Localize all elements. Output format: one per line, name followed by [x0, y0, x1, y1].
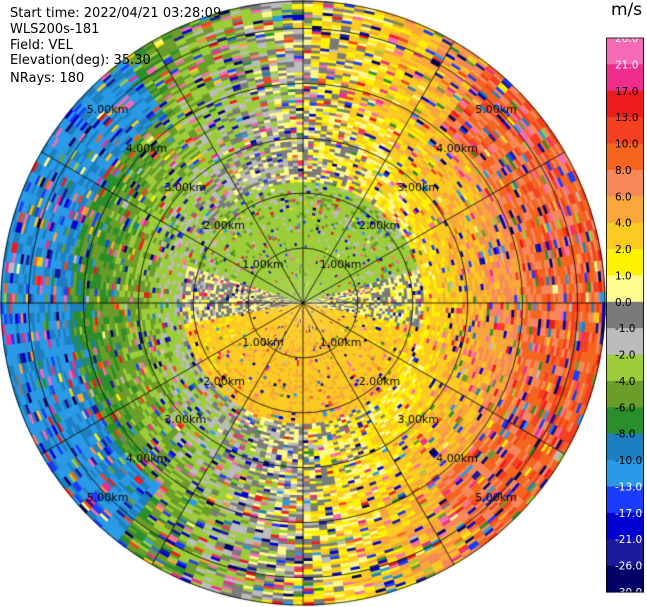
colorbar-bin	[606, 249, 644, 277]
colorbar-tick-label: 10.0	[615, 139, 638, 151]
colorbar-bin	[606, 222, 644, 250]
colorbar-bin	[606, 486, 644, 514]
colorbar-bin	[606, 143, 644, 171]
colorbar-tick-label: 8.0	[615, 165, 632, 177]
colorbar-bin	[606, 64, 644, 92]
colorbar-tick-label: -21.0	[615, 534, 642, 546]
colorbar-bin	[606, 169, 644, 197]
colorbar-tick-label: -13.0	[615, 481, 642, 493]
colorbar-tick-label: 26.0	[615, 33, 638, 45]
colorbar-tick-label: -17.0	[615, 508, 642, 520]
colorbar-bin	[606, 275, 644, 303]
colorbar-frame	[606, 37, 644, 593]
colorbar-bin	[606, 328, 644, 356]
colorbar-bin	[606, 301, 644, 329]
colorbar-bin	[606, 512, 644, 540]
colorbar-tick-label: 17.0	[615, 86, 638, 98]
colorbar-tick-label: 4.0	[615, 218, 632, 230]
colorbar-tick-label: 21.0	[615, 59, 638, 71]
colorbar-tick-label: -26.0	[615, 561, 642, 573]
colorbar-bin	[606, 539, 644, 567]
colorbar-unit-label: m/s	[611, 0, 643, 20]
colorbar-bin	[606, 407, 644, 435]
colorbar-tick-label: -1.0	[615, 323, 636, 335]
colorbar-bin	[606, 90, 644, 118]
colorbar-bin	[606, 38, 644, 65]
colorbar-tick-label: -6.0	[615, 402, 636, 414]
nrays-label: NRays: 180	[10, 71, 85, 86]
start-time-label: Start time: 2022/04/21 03:28:09	[10, 6, 222, 21]
colorbar-tick-label: 0.0	[615, 297, 632, 309]
colorbar-tick-label: 6.0	[615, 191, 632, 203]
colorbar-tick-label: -4.0	[615, 376, 636, 388]
colorbar-bin	[606, 354, 644, 382]
velocity-colorbar: 26.0 21.0 17.0 13.0 10.0 8.0 6.0 4.0 2.0 1.0 0.0 -1…	[606, 33, 644, 597]
instrument-label: WLS200s-181	[10, 22, 100, 37]
colorbar-bin	[606, 196, 644, 224]
colorbar-bin	[606, 117, 644, 145]
colorbar-tick-label: -8.0	[615, 429, 636, 441]
field-label: Field: VEL	[10, 38, 73, 53]
colorbar-bin	[606, 380, 644, 408]
colorbar-bin	[606, 433, 644, 461]
colorbar-tick-label: 2.0	[615, 244, 632, 256]
colorbar-tick-label: 13.0	[615, 112, 638, 124]
colorbar-tick-label: -2.0	[615, 350, 636, 362]
colorbar-tick-label: 1.0	[615, 270, 632, 282]
colorbar-bin	[606, 460, 644, 488]
colorbar-tick-label: -10.0	[615, 455, 642, 467]
ppi-velocity-plot	[0, 0, 606, 607]
elevation-label: Elevation(deg): 35.30	[10, 53, 151, 68]
colorbar-bin	[606, 565, 644, 593]
